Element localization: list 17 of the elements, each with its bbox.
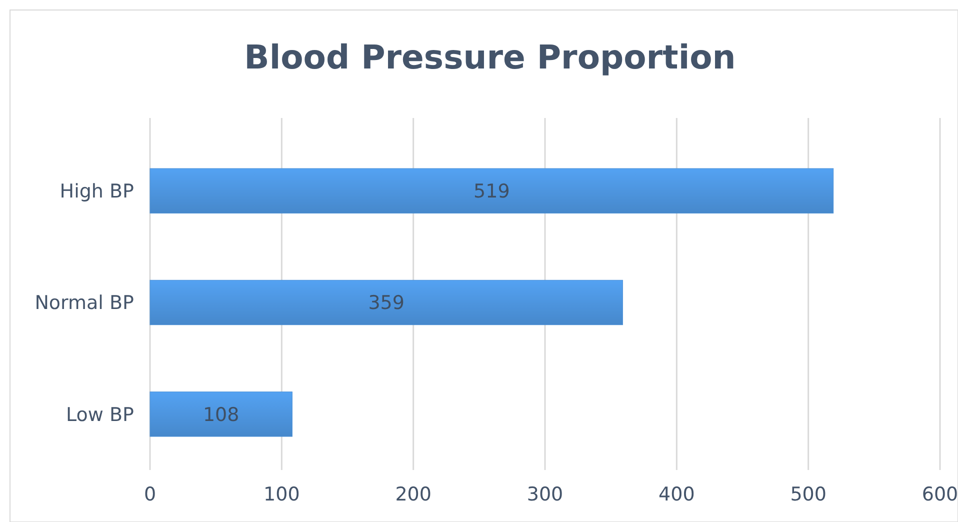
x-tick-label: 400 xyxy=(658,484,695,506)
x-tick-label: 500 xyxy=(790,484,826,506)
y-tick-label: High BP xyxy=(60,180,134,202)
data-label: 108 xyxy=(202,404,240,426)
x-tick-label: 200 xyxy=(395,484,432,506)
data-label: 519 xyxy=(474,180,510,202)
data-label: 359 xyxy=(368,292,404,314)
chart-title: Blood Pressure Proportion xyxy=(244,38,736,77)
x-tick-label: 100 xyxy=(264,484,300,506)
bar xyxy=(150,280,623,326)
x-tick-label: 600 xyxy=(922,484,958,506)
x-tick-label: 0 xyxy=(144,484,156,506)
bar xyxy=(150,168,834,214)
bar xyxy=(150,392,292,437)
x-tick-label: 300 xyxy=(526,484,564,506)
y-tick-label: Low BP xyxy=(66,404,134,426)
y-tick-label: Normal BP xyxy=(34,292,134,314)
